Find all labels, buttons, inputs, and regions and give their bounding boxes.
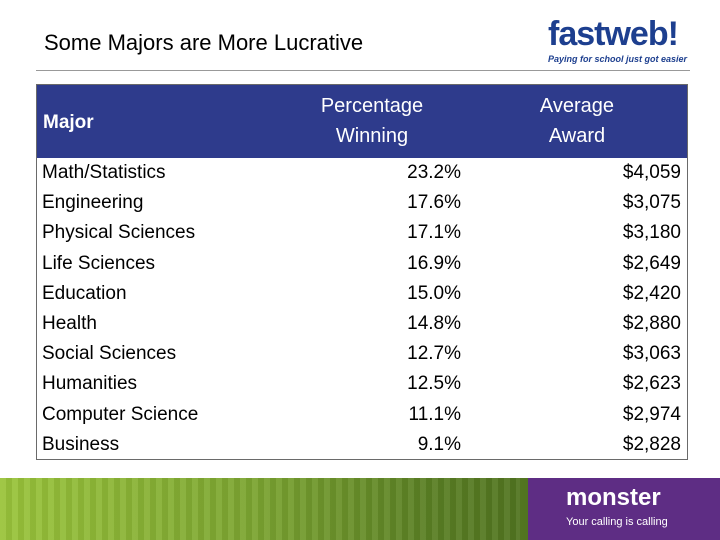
cell-pct: 9.1% (417, 433, 461, 455)
title-divider (36, 70, 690, 71)
cell-avg: $2,623 (622, 373, 681, 395)
table-row: Humanities 12.5% $2,623 (37, 369, 687, 399)
cell-pct: 12.5% (407, 373, 461, 395)
table-row: Social Sciences 12.7% $3,063 (37, 339, 687, 369)
cell-avg: $2,974 (622, 403, 681, 425)
header-avg-line1: Average (539, 95, 615, 117)
cell-avg: $2,649 (622, 252, 681, 274)
table-row: Physical Sciences 17.1% $3,180 (37, 218, 687, 248)
cell-avg: $3,180 (622, 222, 681, 244)
table-row: Math/Statistics 23.2% $4,059 (37, 158, 687, 188)
cell-major: Humanities (42, 373, 138, 395)
cell-major: Computer Science (42, 403, 199, 425)
cell-avg: $3,075 (622, 192, 681, 214)
cell-pct: 11.1% (408, 403, 461, 425)
cell-major: Business (42, 433, 120, 455)
monster-tagline: Your calling is calling (566, 516, 668, 528)
logo-bang: ! (667, 15, 679, 53)
cell-avg: $2,420 (622, 282, 681, 304)
cell-major: Life Sciences (42, 252, 156, 274)
cell-major: Health (42, 313, 97, 334)
header-pct-line2: Winning (335, 125, 409, 147)
slide-title: Some Majors are More Lucrative (44, 30, 364, 55)
monster-logo: monster Your calling is calling (528, 478, 720, 540)
header-pct-line1: Percentage (320, 95, 424, 117)
fastweb-logo: fastweb! Paying for school just got easi… (548, 14, 698, 68)
table-row: Computer Science 11.1% $2,974 (37, 400, 687, 430)
table-row: Business 9.1% $2,828 (37, 430, 687, 460)
header-average-award: Average Award (487, 91, 667, 151)
cell-major: Education (42, 282, 127, 304)
cell-pct: 23.2% (407, 162, 461, 183)
cell-pct: 16.9% (407, 252, 461, 274)
monster-wordmark: monster (566, 484, 661, 511)
table-row: Engineering 17.6% $3,075 (37, 188, 687, 218)
header-avg-line2: Award (548, 125, 606, 147)
cell-pct: 14.8% (407, 313, 461, 334)
logo-wordmark: fastweb! (548, 14, 679, 54)
logo-word-web: web (604, 15, 668, 53)
cell-avg: $2,828 (622, 433, 681, 455)
cell-major: Math/Statistics (42, 162, 166, 183)
cell-avg: $4,059 (622, 162, 681, 183)
cell-major: Engineering (42, 192, 144, 214)
header-major: Major (43, 112, 94, 133)
logo-word-fast: fast (548, 15, 605, 53)
cell-avg: $2,880 (622, 313, 681, 334)
cell-major: Social Sciences (42, 343, 177, 365)
table-row: Health 14.8% $2,880 (37, 309, 687, 339)
cell-pct: 17.1% (407, 222, 461, 244)
cell-pct: 17.6% (407, 192, 461, 214)
majors-table: Major Percentage Winning Average Award M… (36, 84, 688, 460)
table-row: Education 15.0% $2,420 (37, 279, 687, 309)
table-header: Major Percentage Winning Average Award (37, 85, 687, 158)
cell-pct: 12.7% (407, 343, 461, 365)
header-percentage-winning: Percentage Winning (277, 91, 467, 151)
footer-pattern (0, 478, 520, 540)
cell-avg: $3,063 (622, 343, 681, 365)
cell-major: Physical Sciences (42, 222, 196, 244)
table-row: Life Sciences 16.9% $2,649 (37, 249, 687, 279)
cell-pct: 15.0% (407, 282, 461, 304)
logo-tagline: Paying for school just got easier (548, 54, 688, 64)
